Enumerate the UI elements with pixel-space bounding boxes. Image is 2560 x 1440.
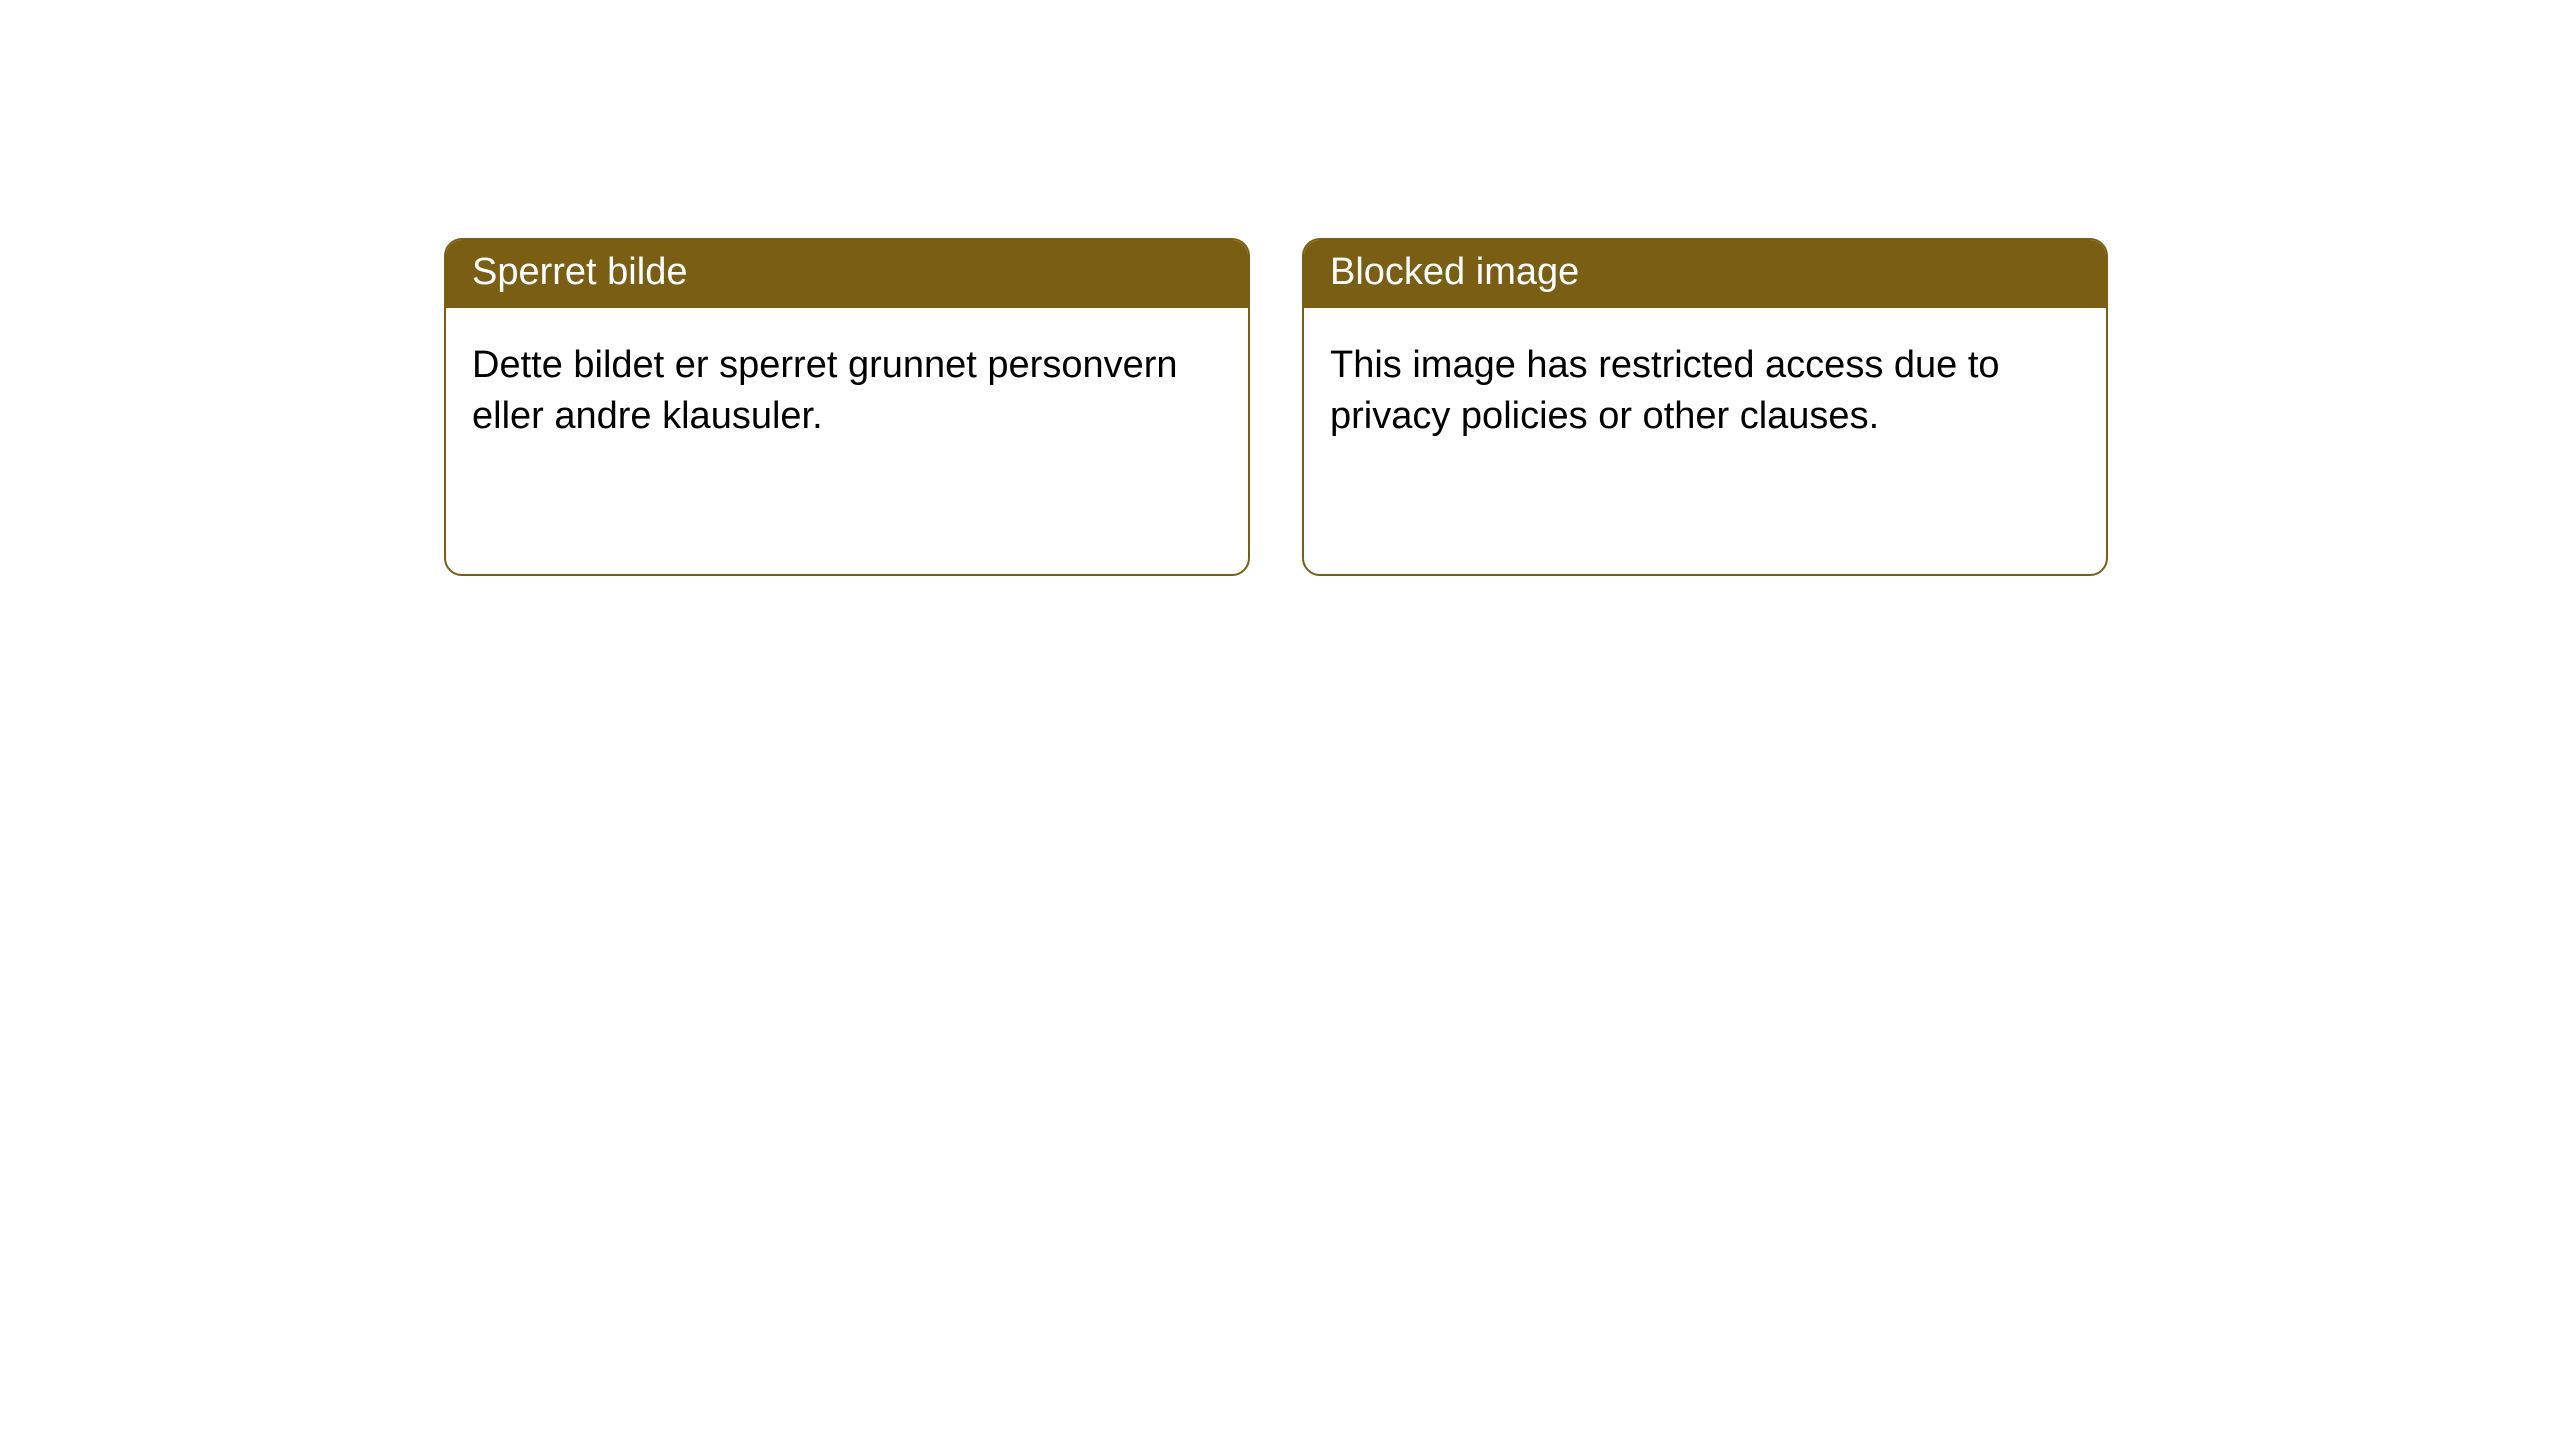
notice-card-norwegian: Sperret bilde Dette bildet er sperret gr…: [444, 238, 1250, 576]
notice-title-norwegian: Sperret bilde: [446, 240, 1248, 308]
notice-body-english: This image has restricted access due to …: [1304, 308, 2106, 475]
notice-body-norwegian: Dette bildet er sperret grunnet personve…: [446, 308, 1248, 475]
notice-title-english: Blocked image: [1304, 240, 2106, 308]
notice-container: Sperret bilde Dette bildet er sperret gr…: [0, 0, 2560, 576]
notice-card-english: Blocked image This image has restricted …: [1302, 238, 2108, 576]
